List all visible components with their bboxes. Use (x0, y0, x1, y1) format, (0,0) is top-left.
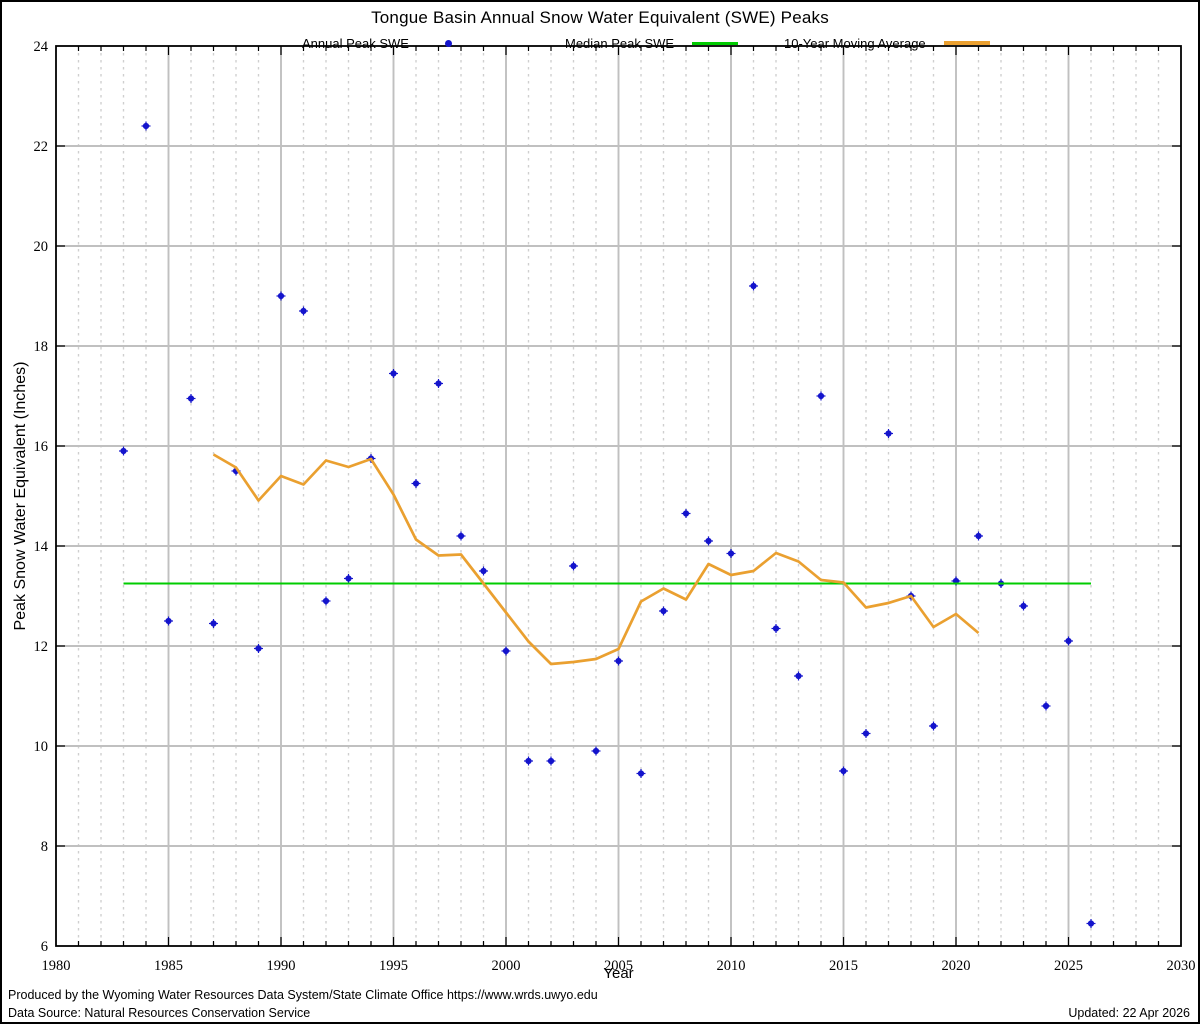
svg-text:1990: 1990 (267, 958, 296, 974)
footer-produced-by: Produced by the Wyoming Water Resources … (8, 988, 598, 1002)
svg-text:2010: 2010 (717, 958, 746, 974)
svg-text:14: 14 (34, 539, 49, 555)
svg-text:8: 8 (41, 839, 48, 855)
footer-updated-date: Updated: 22 Apr 2026 (1068, 1006, 1190, 1020)
svg-text:2000: 2000 (492, 958, 521, 974)
moving-average-line-icon (943, 41, 990, 45)
legend-item-annual-peak-swe: Annual Peak SWE (302, 35, 452, 51)
median-line-icon (692, 41, 739, 45)
svg-text:6: 6 (41, 939, 48, 955)
y-axis-title: Peak Snow Water Equivalent (Inches) (12, 361, 29, 631)
svg-text:10: 10 (34, 739, 49, 755)
legend-label-median-peak-swe: Median Peak SWE (565, 35, 675, 51)
svg-text:20: 20 (34, 239, 49, 255)
svg-text:24: 24 (34, 39, 49, 55)
svg-text:1985: 1985 (154, 958, 183, 974)
svg-text:1995: 1995 (379, 958, 408, 974)
svg-text:16: 16 (34, 439, 49, 455)
chart-title: Tongue Basin Annual Snow Water Equivalen… (371, 8, 829, 27)
footer-data-source: Data Source: Natural Resources Conservat… (8, 1006, 311, 1020)
svg-text:22: 22 (34, 139, 49, 155)
svg-text:2025: 2025 (1054, 958, 1083, 974)
legend-label-annual-peak-swe: Annual Peak SWE (302, 35, 409, 51)
x-axis-title: Year (603, 965, 634, 982)
legend-item-moving-average: 10-Year Moving Average (784, 35, 990, 51)
svg-text:2015: 2015 (829, 958, 858, 974)
svg-text:2020: 2020 (942, 958, 971, 974)
svg-text:2030: 2030 (1167, 958, 1196, 974)
svg-text:18: 18 (34, 339, 49, 355)
annual-peak-point-icon (444, 39, 452, 47)
svg-text:12: 12 (34, 639, 49, 655)
svg-text:1980: 1980 (42, 958, 71, 974)
legend-label-moving-average: 10-Year Moving Average (784, 35, 926, 51)
legend-item-median-peak-swe: Median Peak SWE (565, 35, 739, 51)
svg-text:2005: 2005 (604, 958, 633, 974)
